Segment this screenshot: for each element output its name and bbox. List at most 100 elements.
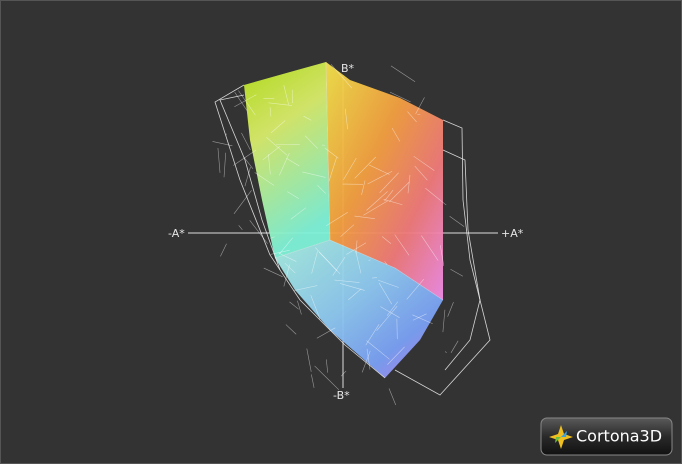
mesh-line bbox=[450, 269, 464, 277]
mesh-line bbox=[278, 237, 293, 255]
mesh-line bbox=[306, 348, 312, 372]
mesh-line bbox=[212, 141, 233, 147]
mesh-line bbox=[381, 236, 392, 244]
mesh-line bbox=[378, 279, 399, 288]
mesh-line bbox=[417, 113, 421, 116]
mesh-line bbox=[249, 220, 268, 244]
mesh-line bbox=[366, 348, 371, 370]
mesh-line bbox=[389, 181, 410, 202]
mesh-line bbox=[415, 97, 425, 115]
mesh-line bbox=[363, 200, 388, 216]
mesh-line bbox=[279, 152, 290, 176]
mesh-line bbox=[355, 250, 362, 274]
mesh-line bbox=[445, 351, 447, 354]
mesh-line bbox=[442, 309, 446, 333]
mesh-line bbox=[383, 198, 403, 206]
mesh-line bbox=[262, 145, 281, 161]
mesh-line bbox=[394, 234, 410, 256]
mesh-line bbox=[406, 278, 424, 300]
mesh-line bbox=[254, 172, 275, 186]
mesh-line bbox=[324, 147, 339, 159]
mesh-line bbox=[412, 314, 433, 324]
mesh-line bbox=[326, 211, 348, 227]
mesh-line bbox=[366, 191, 388, 211]
mesh-line bbox=[387, 346, 405, 365]
mesh-line bbox=[325, 359, 329, 373]
mesh-line bbox=[317, 185, 326, 194]
mesh-line bbox=[243, 156, 254, 169]
mesh-line bbox=[344, 108, 348, 130]
mesh-line bbox=[413, 155, 435, 171]
mesh-line bbox=[332, 256, 346, 276]
mesh-line bbox=[311, 251, 318, 274]
gamut-face bbox=[244, 62, 330, 258]
mesh-line bbox=[449, 215, 465, 227]
axis-label: -A* bbox=[168, 227, 185, 240]
mesh-line bbox=[407, 111, 417, 123]
mesh-line bbox=[286, 158, 300, 167]
mesh-line bbox=[263, 97, 275, 100]
mesh-line bbox=[268, 154, 271, 175]
mesh-line bbox=[270, 236, 275, 239]
mesh-line bbox=[366, 340, 390, 360]
mesh-line bbox=[314, 365, 340, 391]
logo: Cortona3D bbox=[540, 417, 673, 456]
wireframe bbox=[212, 61, 491, 406]
logo-text: Cortona3D bbox=[576, 427, 662, 446]
mesh-line bbox=[379, 172, 399, 193]
mesh-line bbox=[285, 324, 297, 335]
mesh-line bbox=[217, 147, 221, 173]
mesh-line bbox=[302, 171, 326, 178]
mesh-line bbox=[340, 224, 355, 237]
mesh-line bbox=[354, 156, 376, 179]
mesh-line bbox=[297, 300, 302, 315]
mesh-line bbox=[390, 65, 416, 82]
mesh-line bbox=[241, 132, 251, 151]
mesh-line bbox=[238, 90, 256, 116]
mesh-line bbox=[439, 245, 445, 266]
mesh-line bbox=[304, 135, 318, 149]
mesh-line bbox=[412, 313, 427, 321]
mesh-line bbox=[368, 259, 371, 261]
mesh-line bbox=[421, 235, 439, 261]
mesh-line bbox=[303, 115, 312, 121]
mesh-line bbox=[283, 264, 290, 287]
mesh-line bbox=[269, 107, 272, 117]
axis-label: B* bbox=[341, 62, 355, 75]
mesh-line bbox=[378, 282, 393, 305]
axis-label: +A* bbox=[501, 227, 524, 240]
mesh-line bbox=[266, 137, 288, 156]
mesh-line bbox=[384, 189, 394, 202]
mesh-line bbox=[348, 288, 362, 301]
mesh-line bbox=[270, 120, 286, 133]
mesh-line bbox=[384, 261, 388, 265]
mesh-line bbox=[367, 170, 393, 185]
mesh-line bbox=[263, 267, 283, 278]
mesh-line bbox=[287, 191, 300, 199]
mesh-line bbox=[334, 279, 360, 283]
mesh-line bbox=[447, 302, 454, 317]
mesh-line bbox=[268, 102, 293, 106]
mesh-line bbox=[389, 91, 411, 103]
mesh-line bbox=[365, 324, 380, 346]
mesh-line bbox=[425, 187, 447, 206]
axis-label: -B* bbox=[333, 389, 350, 402]
mesh-line bbox=[407, 174, 411, 194]
gamut-face bbox=[275, 240, 443, 378]
mesh-line bbox=[220, 243, 227, 257]
mesh-line bbox=[369, 164, 390, 175]
mesh-line bbox=[278, 252, 297, 262]
mesh-line bbox=[354, 215, 375, 219]
mesh-line bbox=[361, 350, 371, 373]
mesh-line bbox=[361, 180, 366, 195]
mesh-line bbox=[234, 91, 248, 111]
mesh-line bbox=[238, 225, 243, 231]
mesh-line bbox=[355, 240, 358, 254]
mesh-line bbox=[450, 340, 459, 353]
mesh-line bbox=[388, 388, 397, 406]
mesh-line bbox=[289, 301, 299, 310]
mesh-line bbox=[340, 370, 347, 377]
mesh-line bbox=[328, 157, 337, 182]
mesh-line bbox=[391, 127, 401, 142]
